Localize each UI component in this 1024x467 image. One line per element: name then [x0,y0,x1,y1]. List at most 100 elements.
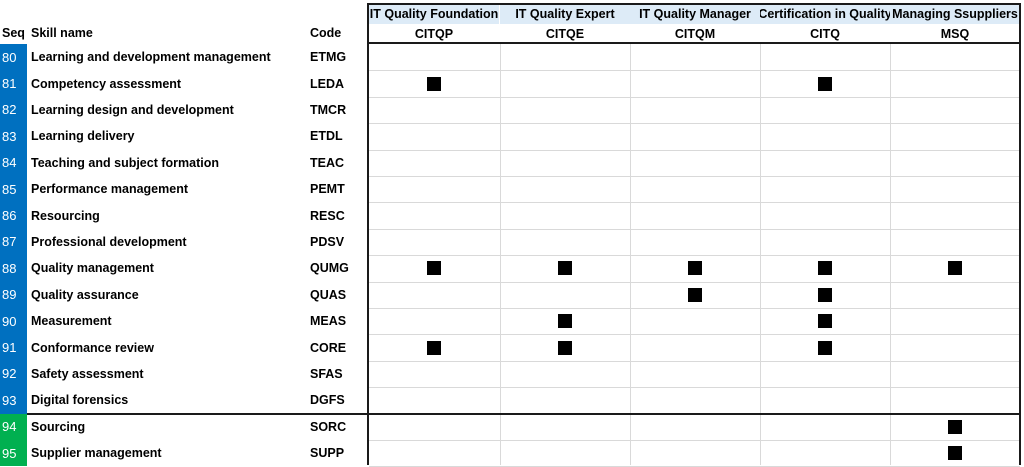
skill-name-cell[interactable]: Resourcing [31,208,100,223]
seq-cell[interactable]: 84 [0,149,27,176]
grid-hline [369,123,1020,124]
seq-cell[interactable]: 90 [0,308,27,335]
grid-hline [369,229,1020,230]
skill-code-cell[interactable]: QUAS [310,287,347,302]
seq-cell[interactable]: 95 [0,440,27,467]
skill-code-cell[interactable]: PEMT [310,182,345,197]
seq-header: Seq [2,26,25,40]
seq-cell[interactable]: 87 [0,228,27,256]
border-right-thick [1019,4,1021,465]
grid-hline [369,176,1020,177]
mapping-mark-citqm [688,287,702,302]
mapping-mark-citq [818,340,832,355]
skill-name-cell[interactable]: Professional development [31,234,187,249]
skill-code-cell[interactable]: SUPP [310,446,345,461]
seq-cell[interactable]: 80 [0,44,27,71]
mapping-mark-citq [818,261,832,276]
skill-code-cell[interactable]: RESC [310,208,345,223]
certification-code-citq: CITQ [810,26,840,41]
mapping-mark-citqe [558,261,572,276]
certification-code-msq: MSQ [940,26,970,41]
grid-hline [369,150,1020,151]
certification-name-msq: Managing Ssuppliers [890,4,1020,24]
skill-name-cell[interactable]: Safety assessment [31,366,144,381]
skill-code-cell[interactable]: QUMG [310,261,349,276]
skill-name-cell[interactable]: Learning and development management [31,50,271,65]
mapping-mark-msq [948,446,962,461]
skill-code-cell[interactable]: LEDA [310,76,345,91]
mapping-mark-citqp [427,340,441,355]
skill-name-cell[interactable]: Supplier management [31,446,162,461]
skill-name-cell[interactable]: Digital forensics [31,393,129,408]
skill-code-cell[interactable]: TEAC [310,155,345,170]
skill-name-cell[interactable]: Performance management [31,182,189,197]
certification-name-citqp: IT Quality Foundation [369,4,499,24]
certification-code-citqp: CITQP [414,26,454,41]
skill-name-cell[interactable]: Teaching and subject formation [31,155,219,170]
grid-hline [369,334,1020,335]
mapping-mark-msq [948,419,962,434]
certification-name-citq: Certification in Quality [760,4,890,24]
skill-name-cell[interactable]: Conformance review [31,340,154,355]
seq-cell[interactable]: 83 [0,123,27,150]
mapping-mark-citq [818,287,832,302]
seq-cell[interactable]: 93 [0,387,27,414]
skill-name-cell[interactable]: Sourcing [31,419,86,434]
certification-code-citqe: CITQE [545,26,585,41]
code-header: Code [310,26,342,40]
mapping-mark-citqp [427,76,441,91]
seq-cell[interactable]: 88 [0,255,27,282]
skill-code-cell[interactable]: PDSV [310,234,345,249]
skill-name-cell[interactable]: Competency assessment [31,76,182,91]
border-left-thick [367,4,369,465]
skill-code-cell[interactable]: ETDL [310,129,343,144]
skill-code-cell[interactable]: ETMG [310,50,347,65]
seq-cell[interactable]: 86 [0,202,27,229]
skill-code-cell[interactable]: DGFS [310,393,345,408]
grid-vline [760,44,761,465]
seq-cell[interactable]: 85 [0,176,27,203]
header-border-thick [367,42,1021,44]
skill-name-cell[interactable]: Measurement [31,314,112,329]
skill-code-cell[interactable]: CORE [310,340,347,355]
mapping-mark-msq [948,261,962,276]
seq-cell[interactable]: 92 [0,360,27,388]
seq-cell[interactable]: 91 [0,334,27,361]
seq-cell[interactable]: 89 [0,281,27,308]
seq-cell[interactable]: 94 [0,413,27,440]
skill-code-cell[interactable]: MEAS [310,314,347,329]
certification-name-citqe: IT Quality Expert [500,4,630,24]
skill-code-cell[interactable]: TMCR [310,102,347,117]
grid-hline [369,255,1020,256]
skill-code-cell[interactable]: SORC [310,419,347,434]
skill-code-cell[interactable]: SFAS [310,366,343,381]
grid-hline [369,440,1020,441]
grid-hline [369,70,1020,71]
grid-hline [369,202,1020,203]
grid-hline [369,97,1020,98]
mapping-mark-citqe [558,340,572,355]
certification-code-citqm: CITQM [674,26,716,41]
grid-vline [890,44,891,465]
mapping-mark-citq [818,76,832,91]
mapping-mark-citqp [427,261,441,276]
grid-hline [369,361,1020,362]
grid-hline [369,282,1020,283]
skill-name-cell[interactable]: Learning design and development [31,102,234,117]
grid-vline [630,44,631,465]
grid-hline [369,387,1020,388]
group-divider-thick [27,412,1021,415]
mapping-mark-citqm [688,261,702,276]
seq-cell[interactable]: 82 [0,96,27,124]
skill-name-header: Skill name [31,26,93,40]
mapping-mark-citq [818,314,832,329]
mapping-mark-citqe [558,314,572,329]
border-top-thick [367,3,1021,5]
skill-name-cell[interactable]: Learning delivery [31,129,135,144]
certification-name-citqm: IT Quality Manager [630,4,760,24]
skill-name-cell[interactable]: Quality management [31,261,154,276]
skill-name-cell[interactable]: Quality assurance [31,287,139,302]
seq-cell[interactable]: 81 [0,70,27,97]
grid-vline [500,44,501,465]
